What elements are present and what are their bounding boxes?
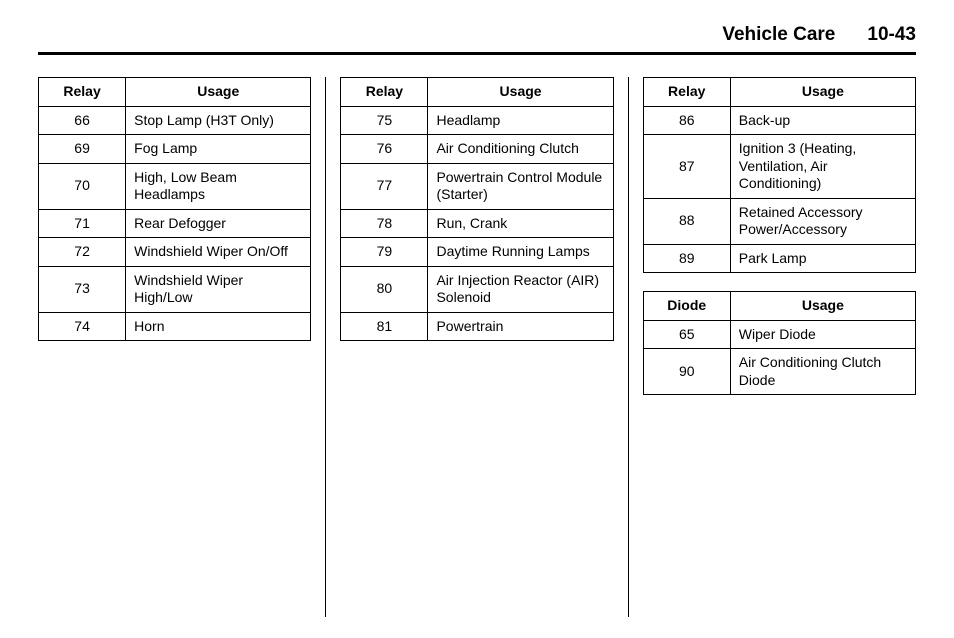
table: DiodeUsage65Wiper Diode90Air Conditionin… (643, 291, 916, 395)
table-row: 72Windshield Wiper On/Off (39, 238, 311, 267)
table-row: 65Wiper Diode (643, 320, 915, 349)
table-row: 81Powertrain (341, 312, 613, 341)
cell-usage: Ignition 3 (Heating, Ventilation, Air Co… (730, 135, 915, 199)
cell-id: 65 (643, 320, 730, 349)
cell-usage: Daytime Running Lamps (428, 238, 613, 267)
cell-usage: Windshield Wiper High/Low (126, 266, 311, 312)
cell-id: 70 (39, 163, 126, 209)
table-row: 73Windshield Wiper High/Low (39, 266, 311, 312)
cell-usage: Powertrain Control Module (Starter) (428, 163, 613, 209)
table-row: 70High, Low Beam Headlamps (39, 163, 311, 209)
table: RelayUsage75Headlamp76Air Conditioning C… (340, 77, 613, 341)
cell-usage: Air Conditioning Clutch (428, 135, 613, 164)
cell-id: 72 (39, 238, 126, 267)
cell-id: 71 (39, 209, 126, 238)
cell-usage: Windshield Wiper On/Off (126, 238, 311, 267)
table-header-row: RelayUsage (643, 78, 915, 107)
header-title: Vehicle Care (722, 24, 835, 46)
cell-id: 80 (341, 266, 428, 312)
table-header-row: RelayUsage (341, 78, 613, 107)
table-row: 86Back-up (643, 106, 915, 135)
table-row: 69Fog Lamp (39, 135, 311, 164)
table-row: 89Park Lamp (643, 244, 915, 273)
page-header: Vehicle Care 10-43 (38, 24, 916, 55)
table-row: 76Air Conditioning Clutch (341, 135, 613, 164)
cell-id: 69 (39, 135, 126, 164)
table-row: 88Retained Accessory Power/Accessory (643, 198, 915, 244)
cell-usage: Stop Lamp (H3T Only) (126, 106, 311, 135)
cell-usage: Rear Defogger (126, 209, 311, 238)
cell-id: 79 (341, 238, 428, 267)
table-header-id: Relay (341, 78, 428, 107)
table-row: 77Powertrain Control Module (Starter) (341, 163, 613, 209)
cell-id: 77 (341, 163, 428, 209)
table-header-id: Relay (643, 78, 730, 107)
table-row: 66Stop Lamp (H3T Only) (39, 106, 311, 135)
cell-usage: Powertrain (428, 312, 613, 341)
table-header-usage: Usage (730, 78, 915, 107)
cell-usage: High, Low Beam Headlamps (126, 163, 311, 209)
table: RelayUsage66Stop Lamp (H3T Only)69Fog La… (38, 77, 311, 341)
table-row: 90Air Conditioning Clutch Diode (643, 349, 915, 395)
page: Vehicle Care 10-43 RelayUsage66Stop Lamp… (0, 0, 954, 638)
table-header-usage: Usage (126, 78, 311, 107)
column-2: RelayUsage86Back-up87Ignition 3 (Heating… (628, 77, 916, 617)
cell-usage: Run, Crank (428, 209, 613, 238)
cell-id: 86 (643, 106, 730, 135)
table-row: 71Rear Defogger (39, 209, 311, 238)
cell-usage: Air Conditioning Clutch Diode (730, 349, 915, 395)
table-row: 80Air Injection Reactor (AIR) Solenoid (341, 266, 613, 312)
table-header-id: Relay (39, 78, 126, 107)
table-header-id: Diode (643, 292, 730, 321)
cell-id: 88 (643, 198, 730, 244)
cell-usage: Fog Lamp (126, 135, 311, 164)
columns-wrapper: RelayUsage66Stop Lamp (H3T Only)69Fog La… (38, 77, 916, 617)
table-header-row: DiodeUsage (643, 292, 915, 321)
cell-id: 75 (341, 106, 428, 135)
cell-usage: Horn (126, 312, 311, 341)
table-row: 78Run, Crank (341, 209, 613, 238)
table-header-row: RelayUsage (39, 78, 311, 107)
cell-usage: Headlamp (428, 106, 613, 135)
cell-usage: Retained Accessory Power/Accessory (730, 198, 915, 244)
table-header-usage: Usage (428, 78, 613, 107)
cell-usage: Back-up (730, 106, 915, 135)
cell-usage: Air Injection Reactor (AIR) Solenoid (428, 266, 613, 312)
cell-id: 78 (341, 209, 428, 238)
cell-usage: Wiper Diode (730, 320, 915, 349)
cell-id: 89 (643, 244, 730, 273)
header-page-number: 10-43 (867, 24, 916, 46)
cell-id: 81 (341, 312, 428, 341)
table-row: 75Headlamp (341, 106, 613, 135)
cell-id: 87 (643, 135, 730, 199)
table-header-usage: Usage (730, 292, 915, 321)
table-row: 87Ignition 3 (Heating, Ventilation, Air … (643, 135, 915, 199)
cell-id: 76 (341, 135, 428, 164)
table-row: 74Horn (39, 312, 311, 341)
table: RelayUsage86Back-up87Ignition 3 (Heating… (643, 77, 916, 273)
table-row: 79Daytime Running Lamps (341, 238, 613, 267)
column-0: RelayUsage66Stop Lamp (H3T Only)69Fog La… (38, 77, 325, 617)
cell-id: 73 (39, 266, 126, 312)
column-1: RelayUsage75Headlamp76Air Conditioning C… (325, 77, 627, 617)
cell-id: 74 (39, 312, 126, 341)
cell-id: 90 (643, 349, 730, 395)
cell-id: 66 (39, 106, 126, 135)
cell-usage: Park Lamp (730, 244, 915, 273)
